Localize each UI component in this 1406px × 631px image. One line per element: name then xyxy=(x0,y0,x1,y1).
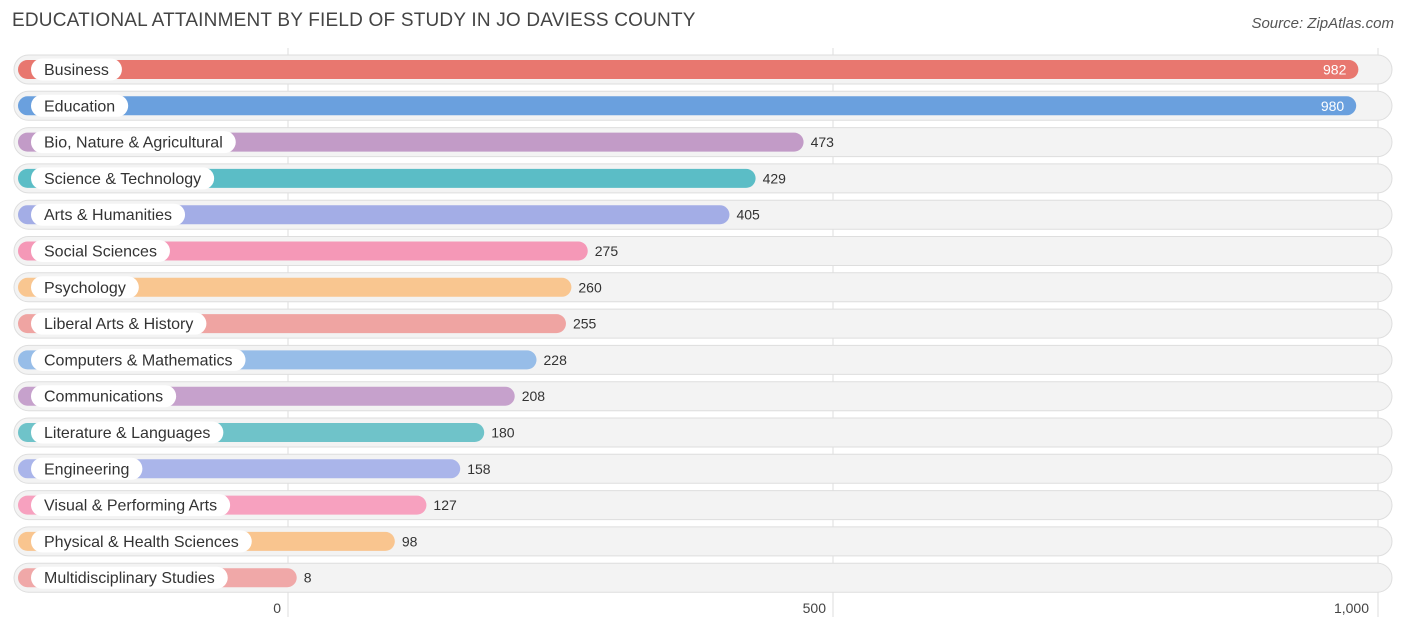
bar-label-pill xyxy=(31,312,207,335)
bar-value-label: 405 xyxy=(736,207,760,223)
bar-value-label: 980 xyxy=(1321,98,1345,114)
bar-category-label: Liberal Arts & History xyxy=(44,316,193,333)
bar-category-label: Computers & Mathematics xyxy=(44,352,233,369)
bar-category-label: Social Sciences xyxy=(44,244,157,261)
bar-label-pill xyxy=(31,421,224,444)
bar-track xyxy=(13,562,1393,593)
bar xyxy=(18,277,572,297)
bar-category-label: Psychology xyxy=(44,280,126,297)
bar-category-label: Bio, Nature & Agricultural xyxy=(44,135,223,152)
bar-category-label: Education xyxy=(44,98,115,115)
bar-category-label: Literature & Languages xyxy=(44,425,210,442)
chart-title: EDUCATIONAL ATTAINMENT BY FIELD OF STUDY… xyxy=(12,10,696,31)
bar-label-pill xyxy=(31,530,252,553)
bar-label-pill xyxy=(31,58,122,81)
bar-value-label: 473 xyxy=(811,134,835,150)
bar-value-label: 429 xyxy=(763,170,787,186)
bar-row-14: Multidisciplinary Studies 8 xyxy=(13,562,1393,593)
bar-label-pill xyxy=(31,240,170,262)
bar-label-pill xyxy=(31,276,139,299)
bar-value-label: 127 xyxy=(433,497,457,513)
bar-row-2: Bio, Nature & Agricultural 473 xyxy=(13,127,1393,158)
bar-row-3: Science & Technology 429 xyxy=(13,163,1393,194)
bar-label-pill xyxy=(31,566,228,589)
source-label: Source: ZipAtlas.com xyxy=(1251,15,1394,32)
bar-category-label: Arts & Humanities xyxy=(44,207,172,224)
bar-value-label: 982 xyxy=(1323,62,1347,78)
x-tick-label: 1,000 xyxy=(1334,600,1369,616)
bar-category-label: Visual & Performing Arts xyxy=(44,498,217,515)
bar-label-pill xyxy=(31,167,215,190)
bar-label-pill xyxy=(31,494,231,517)
bar-value-label: 228 xyxy=(544,352,568,368)
bar-row-5: Social Sciences 275 xyxy=(13,236,1393,266)
bar-row-13: Physical & Health Sciences 98 xyxy=(13,526,1393,557)
bar-row-11: Engineering 158 xyxy=(13,453,1393,484)
bar-value-label: 260 xyxy=(578,279,602,295)
bar-row-10: Literature & Languages 180 xyxy=(13,417,1393,448)
bar-row-7: Liberal Arts & History 255 xyxy=(13,308,1393,339)
bar-category-label: Multidisciplinary Studies xyxy=(44,570,215,587)
bar-row-12: Visual & Performing Arts 127 xyxy=(13,490,1393,521)
bar-value-label: 8 xyxy=(304,570,312,586)
x-axis-ticks: 0 500 1,000 xyxy=(273,600,1369,616)
bar-label-pill xyxy=(31,457,143,480)
bar-category-label: Science & Technology xyxy=(44,171,201,188)
bar-row-9: Communications 208 xyxy=(13,381,1393,412)
x-tick-label: 500 xyxy=(803,600,827,616)
bar-category-label: Communications xyxy=(44,389,163,406)
bar-value-label: 158 xyxy=(467,461,491,477)
bar-label-pill xyxy=(31,94,129,117)
bar xyxy=(18,205,730,225)
bar-label-pill xyxy=(31,131,236,154)
bar-label-pill xyxy=(31,385,177,408)
bar-category-label: Physical & Health Sciences xyxy=(44,534,239,551)
bar-category-label: Business xyxy=(44,62,109,79)
bar-value-label: 180 xyxy=(491,425,515,441)
bar-label-pill xyxy=(31,348,246,371)
bar-row-1: Education 980 xyxy=(13,90,1393,121)
bar xyxy=(18,60,1359,79)
bar-value-label: 208 xyxy=(522,388,546,404)
bar-category-label: Engineering xyxy=(44,461,129,478)
bar-row-8: Computers & Mathematics 228 xyxy=(13,344,1393,375)
bar-row-6: Psychology 260 xyxy=(13,272,1393,303)
bar-label-pill xyxy=(31,203,186,226)
bar xyxy=(18,96,1357,116)
bar-rows: Business 982 Education 980 Bio, Nature & Agr… xyxy=(13,54,1393,593)
bar-value-label: 275 xyxy=(595,243,619,259)
bar-row-0: Business 982 xyxy=(13,54,1393,85)
bar-value-label: 255 xyxy=(573,316,597,332)
bar-row-4: Arts & Humanities 405 xyxy=(13,199,1393,230)
bar-value-label: 98 xyxy=(402,533,418,549)
x-tick-label: 0 xyxy=(273,600,281,616)
